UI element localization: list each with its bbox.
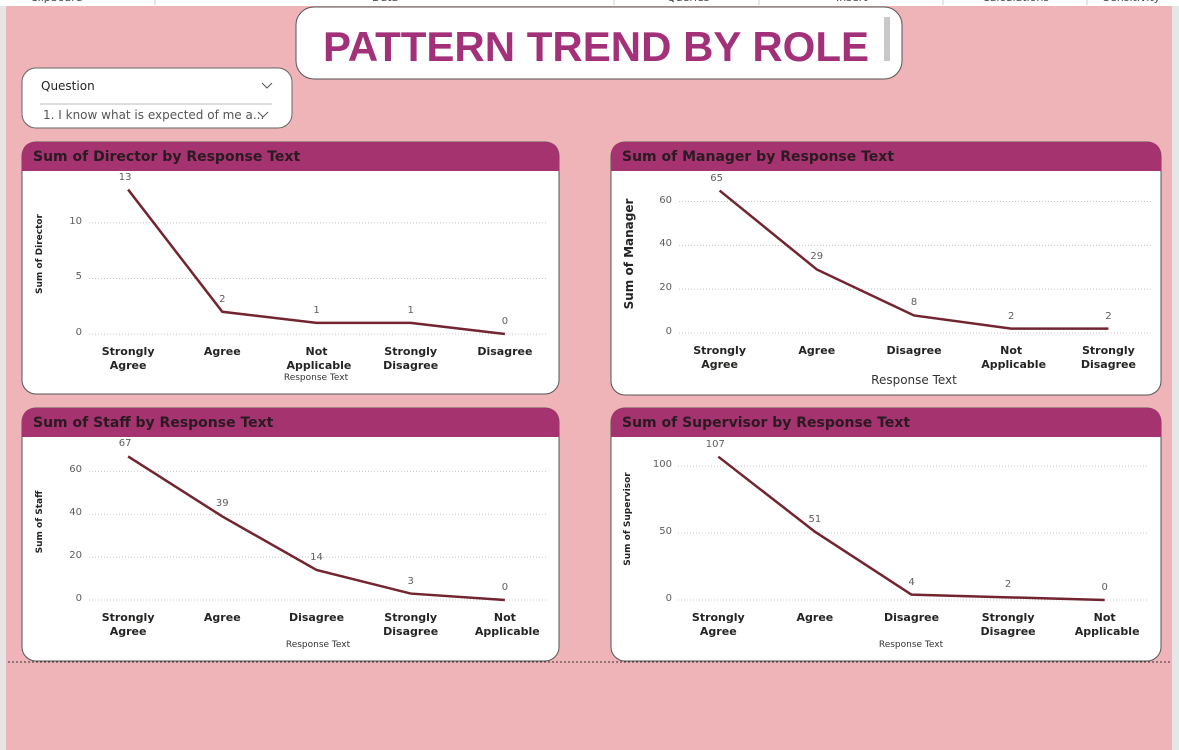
ribbon-strip [0, 0, 1179, 6]
data-label: 4 [908, 576, 915, 588]
data-label: 0 [501, 316, 509, 327]
y-axis-title: Sum of Supervisor [623, 472, 633, 566]
x-tick-label: Not Applicable [474, 611, 540, 638]
y-tick-label: 60 [659, 194, 672, 206]
data-label: 1 [313, 304, 320, 316]
data-line [718, 189, 1109, 330]
ribbon-label: Calculations [982, 0, 1049, 4]
y-tick-label: 10 [69, 215, 82, 227]
visual-title: Sum of Director by Response Text [33, 149, 301, 165]
data-label: 3 [407, 575, 414, 587]
x-tick-label: Not Applicable [1074, 611, 1140, 638]
x-axis-title: Response Text [871, 373, 957, 387]
y-axis-title: Sum of Staff [35, 490, 45, 554]
title-box [295, 6, 903, 80]
y-tick-label: 5 [75, 271, 82, 283]
visual-header [611, 142, 1161, 171]
data-label: 13 [118, 171, 132, 183]
x-tick-label: Not Applicable [981, 344, 1047, 371]
x-tick-label: Disagree [886, 344, 942, 357]
data-line [127, 455, 505, 602]
x-tick-label: Disagree [883, 611, 940, 624]
data-label: 2 [1004, 579, 1012, 591]
data-label: 65 [710, 172, 723, 184]
visual-title: Sum of Manager by Response Text [622, 149, 895, 165]
visual-title: Sum of Staff by Response Text [33, 415, 274, 431]
data-label: 2 [219, 293, 226, 305]
data-line [717, 455, 1105, 602]
slicer-label: Question [41, 79, 95, 93]
data-label: 0 [1101, 582, 1108, 593]
page-title: PATTERN TREND BY ROLE [322, 23, 870, 70]
data-label: 2 [1008, 310, 1015, 322]
ribbon-label: Clipboard [30, 0, 83, 4]
y-tick-label: 40 [659, 238, 672, 250]
title-scroll [884, 17, 890, 61]
data-label: 107 [705, 438, 725, 450]
x-tick-label: Agree [796, 611, 834, 624]
y-tick-label: 0 [75, 593, 82, 604]
x-tick-label: Strongly Disagree [980, 611, 1036, 638]
slicer-chevron[interactable] [261, 82, 273, 89]
y-tick-label: 60 [69, 464, 82, 476]
y-tick-label: 50 [659, 526, 672, 538]
dropdown-chevron[interactable] [257, 111, 269, 118]
x-tick-label: Strongly Agree [693, 344, 746, 371]
data-line [127, 188, 506, 336]
y-tick-label: 0 [75, 327, 82, 338]
x-tick-label: Strongly Disagree [383, 611, 439, 638]
data-label: 8 [910, 297, 918, 309]
ribbon-label: Data [372, 0, 398, 4]
visual-header [611, 408, 1161, 437]
visual-header [22, 142, 559, 171]
y-axis-title: Sum of Director [35, 214, 45, 294]
x-axis-title: Response Text [283, 373, 349, 383]
visual-title: Sum of Supervisor by Response Text [622, 415, 911, 431]
x-tick-label: Strongly Disagree [1080, 344, 1136, 371]
x-axis-title: Response Text [285, 640, 351, 650]
y-tick-label: 40 [69, 507, 82, 519]
data-label: 2 [1105, 310, 1112, 322]
x-tick-label: Strongly Agree [101, 611, 155, 638]
ribbon-label: Insert [836, 0, 868, 4]
data-label: 67 [118, 438, 132, 450]
y-tick-label: 20 [659, 282, 672, 294]
x-tick-label: Agree [203, 611, 241, 624]
y-tick-label: 100 [652, 459, 672, 471]
data-label: 51 [808, 513, 822, 525]
data-label: 14 [310, 552, 323, 563]
data-label: 0 [501, 582, 509, 593]
data-label: 29 [810, 251, 824, 263]
x-tick-label: Disagree [477, 345, 533, 358]
x-tick-label: Not Applicable [286, 345, 352, 372]
ribbon-label: Queries [667, 0, 709, 4]
ribbon-label: Sensitivity [1103, 0, 1160, 4]
data-label: 39 [215, 498, 229, 510]
x-tick-label: Strongly Agree [101, 345, 155, 372]
visual-header [22, 408, 559, 437]
right-gutter [1172, 6, 1179, 750]
left-gutter [0, 6, 6, 750]
y-axis-title: Sum of Manager [622, 198, 636, 310]
x-axis-title: Response Text [878, 640, 944, 650]
x-tick-label: Strongly Disagree [383, 345, 439, 372]
slicer-selection[interactable]: 1. I know what is expected of me a... [43, 108, 265, 122]
y-tick-label: 20 [69, 550, 82, 562]
y-tick-label: 0 [665, 593, 672, 604]
x-tick-label: Agree [203, 345, 241, 358]
x-tick-label: Agree [798, 344, 836, 357]
slicer-box[interactable] [21, 67, 293, 129]
y-tick-label: 0 [665, 326, 672, 337]
data-label: 1 [407, 304, 414, 316]
x-tick-label: Strongly Agree [691, 611, 745, 638]
x-tick-label: Disagree [288, 611, 345, 624]
